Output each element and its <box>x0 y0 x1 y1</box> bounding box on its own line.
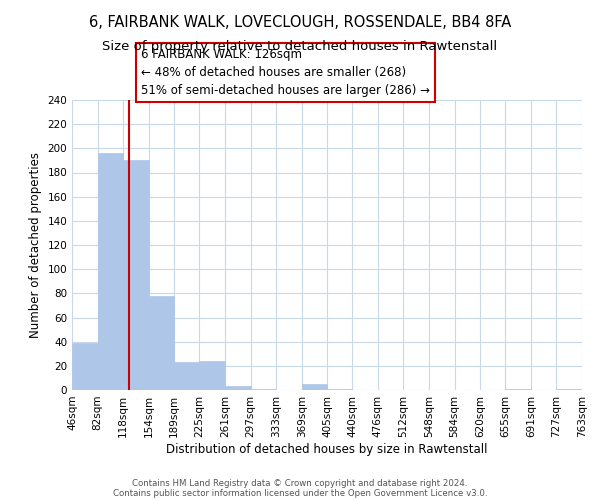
Bar <box>556 389 582 390</box>
X-axis label: Distribution of detached houses by size in Rawtenstall: Distribution of detached houses by size … <box>166 442 488 456</box>
Bar <box>328 389 352 390</box>
Bar <box>251 389 276 390</box>
Bar <box>199 361 225 390</box>
Bar <box>505 389 531 390</box>
Text: Contains HM Land Registry data © Crown copyright and database right 2024.: Contains HM Land Registry data © Crown c… <box>132 478 468 488</box>
Bar <box>149 296 174 390</box>
Bar <box>302 384 328 390</box>
Text: 6, FAIRBANK WALK, LOVECLOUGH, ROSSENDALE, BB4 8FA: 6, FAIRBANK WALK, LOVECLOUGH, ROSSENDALE… <box>89 15 511 30</box>
Bar <box>98 153 123 390</box>
Text: Size of property relative to detached houses in Rawtenstall: Size of property relative to detached ho… <box>103 40 497 53</box>
Text: Contains public sector information licensed under the Open Government Licence v3: Contains public sector information licen… <box>113 488 487 498</box>
Text: 6 FAIRBANK WALK: 126sqm
← 48% of detached houses are smaller (268)
51% of semi-d: 6 FAIRBANK WALK: 126sqm ← 48% of detache… <box>141 48 430 97</box>
Bar <box>72 343 98 390</box>
Bar <box>225 386 251 390</box>
Bar <box>123 160 149 390</box>
Bar <box>174 362 199 390</box>
Y-axis label: Number of detached properties: Number of detached properties <box>29 152 42 338</box>
